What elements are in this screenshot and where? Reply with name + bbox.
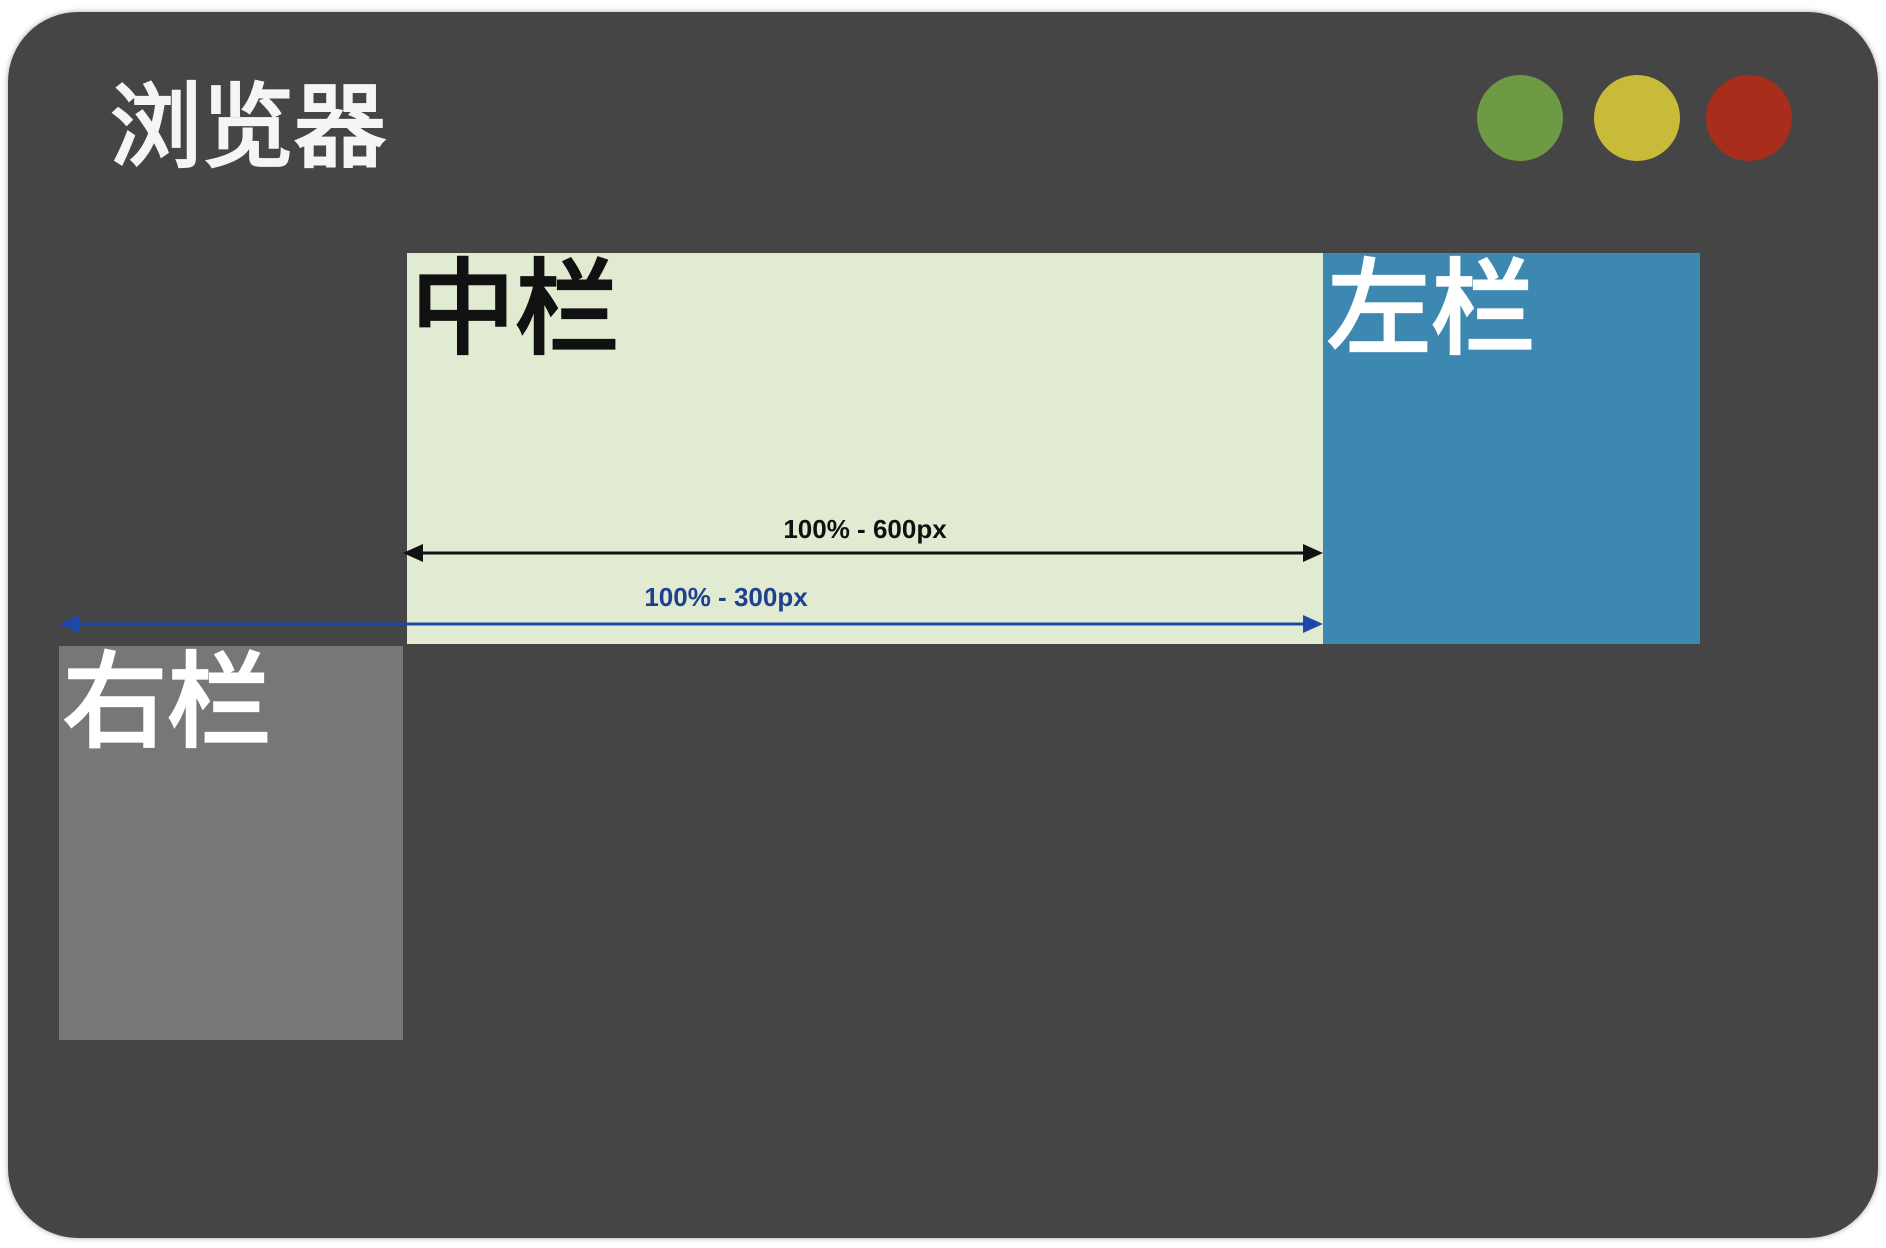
left-column: 左栏 — [1323, 253, 1700, 644]
wrapper-width-label: 100% - 300px — [644, 582, 808, 612]
middle-width-label: 100% - 600px — [783, 514, 947, 544]
middle-width-arrow — [403, 544, 1323, 562]
right-column: 右栏 — [59, 646, 403, 1040]
wrapper-width-arrow — [59, 615, 1323, 633]
middle-column: 中栏 — [407, 253, 1323, 644]
window-dot-yellow[interactable] — [1594, 75, 1680, 161]
right-column-label: 右栏 — [63, 641, 272, 763]
window-title: 浏览器 — [110, 74, 387, 181]
window-dot-green[interactable] — [1477, 75, 1563, 161]
window-dot-red[interactable] — [1706, 75, 1792, 161]
left-column-label: 左栏 — [1327, 248, 1536, 370]
middle-column-label: 中栏 — [411, 248, 620, 370]
